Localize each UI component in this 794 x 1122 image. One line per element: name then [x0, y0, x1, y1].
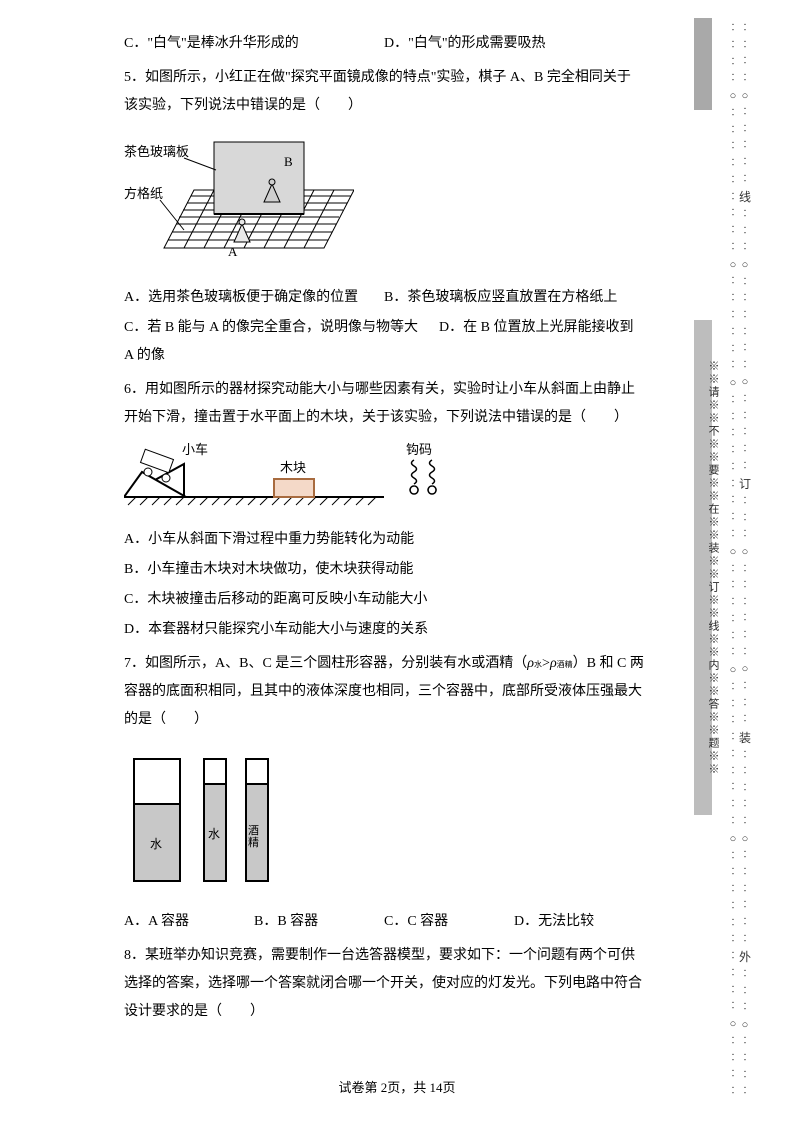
q4-option-c: C．"白气"是棒冰升华形成的 — [124, 30, 384, 58]
q8-stem: 8．某班举办知识竞赛，需要制作一台选答器模型，要求如下：一个问题有两个可供选择的… — [124, 942, 644, 1026]
q6-label-block: 木块 — [280, 460, 306, 475]
page-footer: 试卷第 2页，共 14页 — [0, 1077, 794, 1096]
q5-label-B: B — [284, 154, 293, 169]
q7-option-a: A．A 容器 — [124, 908, 254, 936]
q7-stem: 7．如图所示，A、B、C 是三个圆柱形容器，分别装有水或酒精（ρ水>ρ酒精）B … — [124, 650, 644, 734]
q5-stem: 5．如图所示，小红正在做"探究平面镜成像的特点"实验，棋子 A、B 完全相同关于… — [124, 64, 644, 120]
q4-option-row: C．"白气"是棒冰升华形成的 D．"白气"的形成需要吸热 — [124, 30, 644, 58]
q7-label-c-2: 精 — [248, 836, 259, 849]
q7-label-b: 水 — [208, 827, 220, 841]
q5-label-A: A — [228, 244, 238, 259]
q7-label-c-1: 酒 — [248, 824, 259, 837]
q5-label-board: 茶色玻璃板 — [124, 144, 189, 159]
q7-figure: 水 水 酒 精 — [124, 744, 644, 894]
q7-option-d: D．无法比较 — [514, 908, 644, 936]
q7-option-b: B．B 容器 — [254, 908, 384, 936]
margin-vertical-text: ※※请※※不※※要※※在※※装※※订※※线※※内※※答※※题※※ — [705, 360, 721, 776]
q6-option-d: D．本套器材只能探究小车动能大小与速度的关系 — [124, 616, 644, 644]
margin-dots-col-2: ︰︰︰︰○︰︰︰︰︰线︰︰︰○︰︰︰︰︰︰○︰︰︰︰︰订︰︰︰○︰︰︰︰︰︰○︰… — [738, 24, 752, 1098]
q6-option-c: C．木块被撞击后移动的距离可反映小车动能大小 — [124, 586, 644, 614]
q5-row-ab: A．选用茶色玻璃板便于确定像的位置 B．茶色玻璃板应竖直放置在方格纸上 — [124, 284, 644, 312]
q7-option-c: C．C 容器 — [384, 908, 514, 936]
q6-stem: 6．用如图所示的器材探究动能大小与哪些因素有关，实验时让小车从斜面上由静止开始下… — [124, 376, 644, 432]
q6-option-b: B．小车撞击木块对木块做功，使木块获得动能 — [124, 556, 644, 584]
q6-figure: 小车 木块 钩码 — [124, 442, 644, 512]
margin-gray-block-mid: ※※请※※不※※要※※在※※装※※订※※线※※内※※答※※题※※ — [694, 320, 712, 815]
q5-row-cd: C．若 B 能与 A 的像完全重合，说明像与物等大 D．在 B 位置放上光屏能接… — [124, 314, 644, 370]
q5-option-c: C．若 B 能与 A 的像完全重合，说明像与物等大 — [124, 320, 418, 335]
q5-option-a: A．选用茶色玻璃板便于确定像的位置 — [124, 284, 384, 312]
q7-sub-1: 水 — [534, 660, 542, 669]
q5-label-paper: 方格纸 — [124, 186, 163, 201]
q7-rho-2: ρ — [550, 656, 557, 671]
q6-option-a: A．小车从斜面下滑过程中重力势能转化为动能 — [124, 526, 644, 554]
binding-margin: ※※请※※不※※要※※在※※装※※订※※线※※内※※答※※题※※ ︰︰︰︰○︰︰… — [676, 0, 748, 1122]
margin-gray-block-top — [694, 18, 712, 110]
q6-label-car: 小车 — [182, 442, 208, 457]
q7-stem-a: 7．如图所示，A、B、C 是三个圆柱形容器，分别装有水或酒精（ — [124, 656, 527, 671]
q7-options: A．A 容器 B．B 容器 C．C 容器 D．无法比较 — [124, 908, 644, 936]
q7-gt: > — [542, 656, 550, 671]
q4-option-d: D．"白气"的形成需要吸热 — [384, 30, 644, 58]
q5-figure: 茶色玻璃板 方格纸 B A — [124, 130, 644, 270]
q7-sub-2: 酒精 — [557, 660, 573, 669]
q7-label-a: 水 — [150, 837, 162, 851]
page-content: C．"白气"是棒冰升华形成的 D．"白气"的形成需要吸热 5．如图所示，小红正在… — [124, 30, 644, 1026]
q5-option-b: B．茶色玻璃板应竖直放置在方格纸上 — [384, 284, 644, 312]
q6-label-hook: 钩码 — [406, 442, 432, 457]
